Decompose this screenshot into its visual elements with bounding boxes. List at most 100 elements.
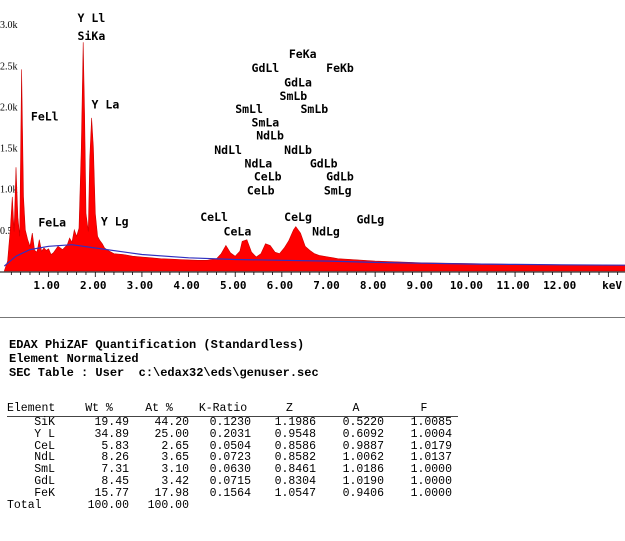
x-tick-label: 12.00 xyxy=(543,279,576,292)
peak-label: SiKa xyxy=(78,29,106,43)
value-cell: 2.65 xyxy=(161,439,189,453)
peak-label: FeKa xyxy=(289,47,317,61)
value-cell: 0.8586 xyxy=(274,439,316,453)
plot-area xyxy=(3,42,625,272)
peak-label: SmLg xyxy=(324,183,352,197)
peak-label: Y La xyxy=(92,97,120,111)
peak-label: NdLb xyxy=(256,128,284,142)
peak-label: SmLb xyxy=(301,102,329,116)
peak-label: GdLl xyxy=(252,61,280,75)
value-cell: 3.10 xyxy=(161,463,189,477)
x-axis: 1.00 2.00 3.00 4.00 5.00 6.00 7.00 8.00 9.00 10.0… xyxy=(0,271,625,292)
peak-label: NdLb xyxy=(284,143,312,157)
y-tick-label: 1.0k xyxy=(0,185,18,196)
peak-label: FeLa xyxy=(38,216,66,230)
peak-label: GdLb xyxy=(310,156,338,170)
value-cell: 25.00 xyxy=(154,427,189,441)
value-cell: 3.42 xyxy=(161,474,189,488)
table-row: SmL 7.31 3.10 0.0630 0.8461 1.0186 1.0000 xyxy=(7,464,458,476)
quantification-table: Element Wt % At % K-Ratio Z A F SiK 19.49… xyxy=(7,401,458,511)
element-cell: NdL xyxy=(34,451,55,465)
value-cell: 0.1564 xyxy=(209,486,251,500)
spectrum-area xyxy=(3,42,625,272)
element-cell: Total xyxy=(7,498,42,512)
peak-label: NdLl xyxy=(214,143,242,157)
peak-label: CeLa xyxy=(224,225,252,239)
header-f: F xyxy=(390,401,458,417)
value-cell: 5.83 xyxy=(101,439,129,453)
value-cell: 44.20 xyxy=(154,416,189,429)
value-cell: 1.0000 xyxy=(410,474,452,488)
peak-label: Y Ll xyxy=(78,11,106,25)
peak-label: CeLg xyxy=(284,210,312,224)
value-cell xyxy=(257,500,322,512)
value-cell: 15.77 xyxy=(94,486,129,500)
value-cell: 0.1230 xyxy=(209,416,251,429)
peak-label: CeLb xyxy=(254,169,282,183)
peak-label: NdLa xyxy=(245,156,273,170)
value-cell: 0.8304 xyxy=(274,474,316,488)
report-normalization: Element Normalized xyxy=(9,352,139,366)
x-tick-label: 11.00 xyxy=(496,279,529,292)
value-cell: 0.8582 xyxy=(274,451,316,465)
header-element: Element xyxy=(7,401,69,417)
value-cell: 3.65 xyxy=(161,451,189,465)
value-cell: 100.00 xyxy=(147,498,189,512)
peak-label: SmLb xyxy=(280,89,308,103)
value-cell: 1.0137 xyxy=(410,451,452,465)
element-cell: Y L xyxy=(34,427,55,441)
peak-label: GdLb xyxy=(326,169,354,183)
value-cell: 0.6092 xyxy=(342,427,384,441)
y-tick-label: 0.5k xyxy=(0,226,18,237)
element-cell: SiK xyxy=(34,416,55,429)
table-row: SiK 19.49 44.20 0.1230 1.1986 0.5220 1.0085 xyxy=(7,416,458,429)
element-cell: GdL xyxy=(34,474,55,488)
value-cell: 0.9406 xyxy=(342,486,384,500)
y-tick-label: 1.5k xyxy=(0,144,18,155)
value-cell: 0.0630 xyxy=(209,463,251,477)
value-cell xyxy=(189,500,257,512)
value-cell: 8.45 xyxy=(101,474,129,488)
x-tick-label: 8.00 xyxy=(360,279,387,292)
value-cell: 1.0186 xyxy=(342,463,384,477)
x-tick-label: 9.00 xyxy=(407,279,434,292)
peak-labels: Y Ll SiKa Y La FeLl FeLa Y Lg FeKa FeKb GdLl GdLa… xyxy=(31,11,384,239)
peak-label: FeLl xyxy=(31,109,59,123)
header-z: Z xyxy=(257,401,322,417)
value-cell: 0.0504 xyxy=(209,439,251,453)
value-cell: 1.1986 xyxy=(274,416,316,429)
table-row: CeL 5.83 2.65 0.0504 0.8586 0.9887 1.0179 xyxy=(7,439,458,453)
report-sec-table: SEC Table : User c:\edax32\eds\genuser.s… xyxy=(9,366,319,380)
value-cell: 0.9887 xyxy=(342,439,384,453)
table-row: GdL 8.45 3.42 0.0715 0.8304 1.0190 1.0000 xyxy=(7,476,458,488)
table-row: Total 100.00 100.00 xyxy=(7,498,458,512)
table-row: NdL 8.26 3.65 0.0723 0.8582 1.0062 1.0137 xyxy=(7,452,458,464)
x-tick-label: 1.00 xyxy=(33,279,60,292)
value-cell: 0.0715 xyxy=(209,474,251,488)
value-cell: 0.0723 xyxy=(209,451,251,465)
value-cell: 1.0179 xyxy=(410,439,452,453)
header-a: A xyxy=(322,401,390,417)
table-row: Y L 34.89 25.00 0.2031 0.9548 0.6092 1.0004 xyxy=(7,427,458,441)
eds-spectrum-chart: 3.0k 2.5k 2.0k 1.5k 1.0k 0.5k Y Ll SiKa Y La FeL… xyxy=(0,11,625,292)
value-cell: 1.0000 xyxy=(410,486,452,500)
element-cell: SmL xyxy=(34,463,55,477)
header-wt-percent: Wt % xyxy=(69,401,129,417)
value-cell: 1.0062 xyxy=(342,451,384,465)
value-cell: 0.8461 xyxy=(274,463,316,477)
x-axis-unit-label: keV xyxy=(602,279,622,292)
value-cell: 0.2031 xyxy=(209,427,251,441)
x-tick-label: 2.00 xyxy=(80,279,107,292)
value-cell: 8.26 xyxy=(101,451,129,465)
value-cell: 0.9548 xyxy=(274,427,316,441)
value-cell: 1.0000 xyxy=(410,463,452,477)
table-row: FeK 15.77 17.98 0.1564 1.0547 0.9406 1.0000 xyxy=(7,486,458,500)
x-tick-label: 4.00 xyxy=(173,279,200,292)
value-cell: 1.0547 xyxy=(274,486,316,500)
value-cell: 34.89 xyxy=(94,427,129,441)
value-cell: 100.00 xyxy=(87,498,129,512)
table-header-row: Element Wt % At % K-Ratio Z A F xyxy=(7,401,458,417)
x-tick-label: 6.00 xyxy=(267,279,294,292)
element-cell: CeL xyxy=(34,439,55,453)
y-axis: 3.0k 2.5k 2.0k 1.5k 1.0k 0.5k xyxy=(0,20,18,237)
